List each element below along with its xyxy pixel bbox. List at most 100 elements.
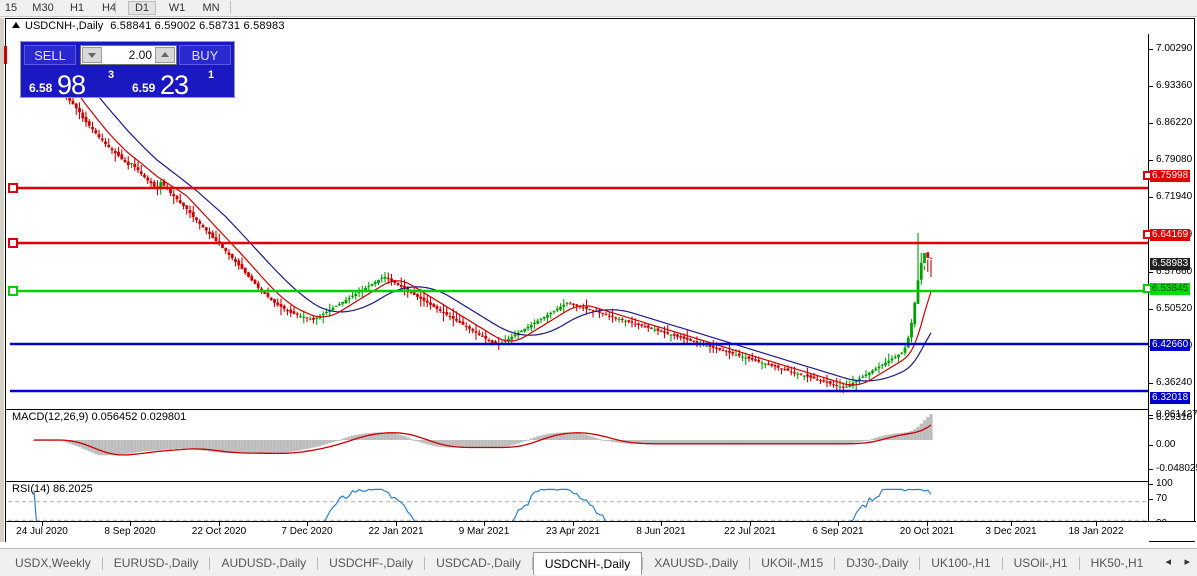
chart-tab-usdchf-daily[interactable]: USDCHF-,Daily (329, 556, 414, 570)
tab-scroll-left-icon[interactable]: ◂ (1165, 556, 1171, 568)
price-axis-label: 6.29310 (1156, 412, 1193, 423)
tab-separator (834, 557, 836, 570)
price-tag-6-64169[interactable]: 6.64169 (1150, 229, 1191, 241)
macd-axis-label: 0.00 (1156, 439, 1176, 450)
date-label: 7 Dec 2020 (281, 526, 333, 537)
date-label: 23 Apr 2021 (546, 526, 600, 537)
chart-tab-audusd-daily[interactable]: AUDUSD-,Daily (221, 556, 307, 570)
date-label: 8 Sep 2020 (104, 526, 156, 537)
chart-tab-dj30-daily[interactable]: DJ30-,Daily (846, 556, 909, 570)
date-label: 8 Jun 2021 (636, 526, 686, 537)
level-handle-icon[interactable] (1143, 284, 1152, 293)
date-tick (838, 522, 839, 526)
level-handle-icon[interactable] (1143, 230, 1152, 239)
price-tag-6-32018[interactable]: 6.32018 (1150, 392, 1191, 404)
one-click-trading-panel[interactable]: SELL 2.00 BUY 6.58 98 3 6.59 23 1 (20, 41, 235, 98)
chart-tab-usdcnh-daily[interactable]: USDCNH-,Daily (532, 552, 643, 575)
volume-decrement-button[interactable] (82, 47, 102, 63)
volume-increment-button[interactable] (155, 47, 175, 63)
chart-tab-eurusd-daily[interactable]: EURUSD-,Daily (113, 556, 199, 570)
date-label: 3 Dec 2021 (985, 526, 1037, 537)
macd-pane[interactable]: MACD(12,26,9) 0.056452 0.029801 (6, 409, 1149, 481)
price-axis-label: 7.00290 (1156, 43, 1193, 54)
timeframe-w1[interactable]: W1 (168, 2, 186, 14)
timeframe-m30[interactable]: M30 (32, 2, 54, 14)
level-handle-icon[interactable] (1143, 171, 1152, 180)
volume-input[interactable]: 2.00 (80, 45, 177, 65)
date-axis: 24 Jul 2020 8 Sep 2020 22 Oct 2020 7 Dec 20… (6, 521, 1196, 541)
candles (32, 51, 933, 393)
macd-histogram (32, 414, 933, 456)
price-axis-label: 6.71940 (1156, 191, 1193, 202)
chart-edge-marker (4, 46, 7, 64)
price-axis-tick (1149, 123, 1153, 124)
timeframe-toolbar[interactable]: 15 M30 H1 H4 D1 W1 MN (0, 0, 1197, 17)
buy-price-quote[interactable]: 6.59 23 1 (129, 68, 233, 97)
buy-price-main: 23 (160, 70, 189, 97)
rsi-axis-tick (1149, 484, 1153, 485)
buy-button[interactable]: BUY (179, 45, 231, 65)
price-axis-tick (1149, 160, 1153, 161)
chart-tab-usdcad-daily[interactable]: USDCAD-,Daily (436, 556, 521, 570)
price-tag-6-75998[interactable]: 6.75998 (1150, 170, 1191, 182)
chart-tab-xauusd-daily[interactable]: XAUUSD-,Daily (654, 556, 739, 570)
timeframe-15[interactable]: 15 (4, 2, 18, 14)
macd-label: MACD(12,26,9) 0.056452 0.029801 (12, 411, 187, 423)
chart-tab-bar[interactable]: USDX,Weekly EURUSD-,Daily AUDUSD-,Daily USD… (0, 548, 1197, 576)
chart-left-gutter (0, 18, 4, 542)
chart-tab-hk50-h1[interactable]: HK50-,H1 (1090, 556, 1144, 570)
price-axis[interactable]: 7.00290 6.93360 6.86220 6.79080 6.71940 6.641… (1143, 34, 1197, 542)
price-axis-label: 6.93360 (1156, 80, 1193, 91)
tab-separator (101, 557, 103, 570)
date-tick (130, 522, 131, 526)
chart-tab-usoil-h1[interactable]: USOil-,H1 (1013, 556, 1068, 570)
sell-price-prefix: 6.58 (29, 81, 53, 95)
collapse-triangle-icon[interactable] (12, 22, 20, 28)
macd-plot (32, 414, 933, 456)
chevron-up-icon (161, 52, 169, 57)
date-label: 18 Jan 2022 (1068, 526, 1124, 537)
macd-axis-tick (1149, 445, 1153, 446)
price-tag-6-58983[interactable]: 6.58983 (1150, 258, 1191, 270)
rsi-label: RSI(14) 86.2025 (12, 483, 93, 495)
chart-tab-usdx-weekly[interactable]: USDX,Weekly (15, 556, 91, 570)
chevron-down-icon (88, 53, 96, 58)
price-axis-label: 6.50520 (1156, 303, 1193, 314)
tab-separator (1078, 557, 1080, 570)
macd-signal-line (34, 424, 932, 456)
sell-price-main: 98 (57, 70, 86, 97)
trade-controls-row: SELL 2.00 BUY (21, 42, 234, 68)
date-tick (750, 522, 751, 526)
date-label: 20 Oct 2021 (899, 526, 955, 537)
sell-price-quote[interactable]: 6.58 98 3 (24, 68, 125, 97)
price-tag-6-42660[interactable]: 6.42660 (1150, 339, 1191, 351)
sell-price-fraction: 3 (108, 69, 115, 81)
date-label: 22 Jan 2021 (368, 526, 424, 537)
tab-separator (749, 557, 751, 570)
date-tick (573, 522, 574, 526)
price-axis-tick (1149, 272, 1153, 273)
timeframe-d1[interactable]: D1 (128, 1, 156, 15)
timeframe-h4[interactable]: H4 (101, 2, 117, 14)
price-axis-tick (1149, 197, 1153, 198)
tab-scroll-right-icon[interactable]: ▸ (1184, 556, 1190, 568)
date-label: 22 Oct 2020 (191, 526, 247, 537)
date-tick (661, 522, 662, 526)
chart-tab-uk100-h1[interactable]: UK100-,H1 (931, 556, 991, 570)
chart-symbol-label: USDCNH-,Daily (25, 20, 104, 32)
tab-separator (919, 557, 921, 570)
chart-tab-ukoil-m15[interactable]: UKOil-,M15 (761, 556, 824, 570)
price-tag-6-53845[interactable]: 6.53845 (1150, 283, 1191, 295)
date-tick (1011, 522, 1012, 526)
date-label: 9 Mar 2021 (458, 526, 510, 537)
chart-window[interactable]: USDCNH-,Daily 6.58841 6.59002 6.58731 6.5… (5, 18, 1197, 542)
timeframe-mn[interactable]: MN (202, 2, 220, 14)
chart-tab-strip[interactable]: USDX,Weekly EURUSD-,Daily AUDUSD-,Daily USD… (4, 552, 1154, 576)
moving-averages (33, 55, 932, 386)
macd-axis-label: -0.048025 (1156, 463, 1197, 474)
date-tick (307, 522, 308, 526)
tab-separator (424, 557, 426, 570)
sell-button[interactable]: SELL (24, 45, 76, 65)
price-axis-label: 6.79080 (1156, 154, 1193, 165)
timeframe-h1[interactable]: H1 (69, 2, 85, 14)
